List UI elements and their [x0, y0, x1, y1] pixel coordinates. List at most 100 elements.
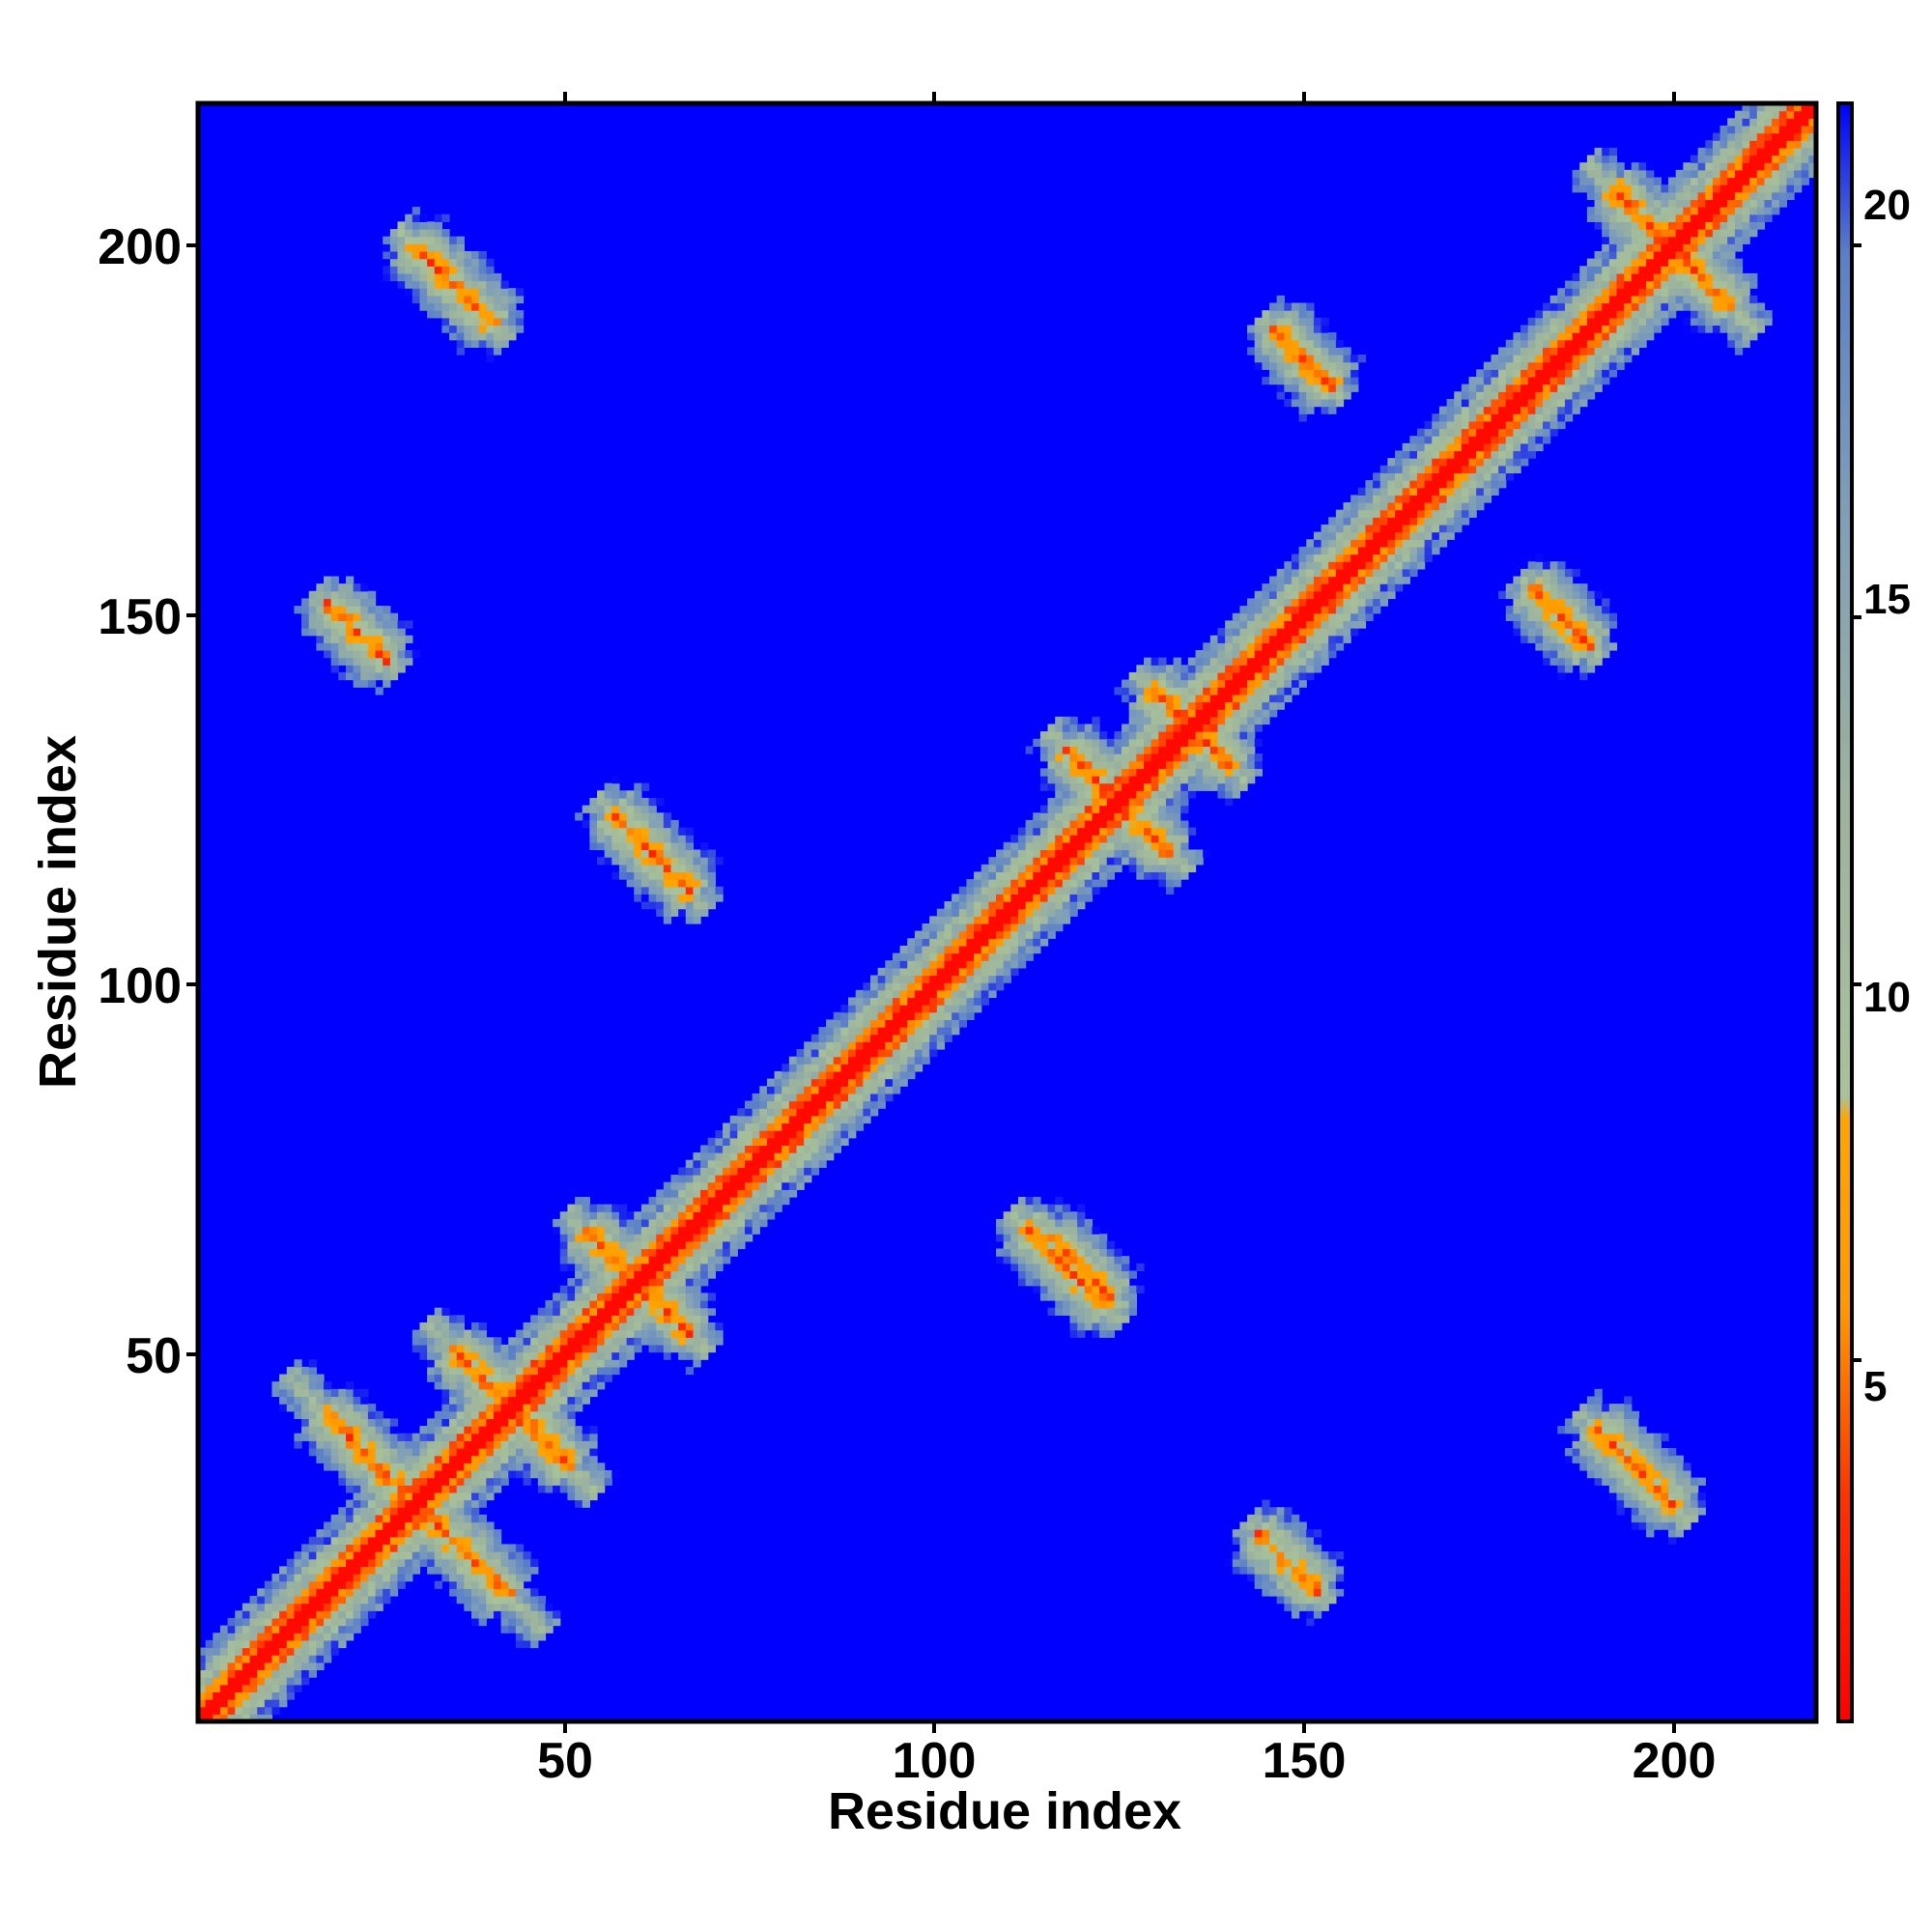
heatmap-cell [693, 1293, 701, 1301]
heatmap-cell [1114, 1278, 1122, 1287]
heatmap-cell [330, 1433, 339, 1441]
heatmap-cell [338, 1603, 347, 1611]
heatmap-cell [330, 612, 339, 621]
heatmap-cell [1136, 835, 1145, 843]
heatmap-cell [1262, 332, 1270, 341]
heatmap-cell [567, 1469, 576, 1479]
heatmap-cell [567, 1359, 576, 1368]
heatmap-cell [1151, 657, 1159, 666]
heatmap-cell [1039, 849, 1049, 858]
heatmap-cell [515, 1580, 525, 1589]
heatmap-cell [582, 1426, 590, 1435]
heatmap-cell [1062, 1300, 1071, 1309]
heatmap-cell [493, 1551, 502, 1560]
heatmap-cell [1062, 797, 1071, 807]
heatmap-cell [279, 1655, 288, 1663]
heatmap-cell [1232, 665, 1241, 673]
heatmap-cell [523, 1625, 531, 1634]
heatmap-cell [656, 879, 665, 888]
heatmap-cell [1122, 776, 1130, 784]
heatmap-cell [1017, 1278, 1027, 1287]
heatmap-cell [618, 849, 628, 858]
heatmap-cell [1262, 1580, 1270, 1589]
heatmap-cell [294, 1617, 302, 1627]
heatmap-cell [353, 1455, 361, 1463]
heatmap-cell [515, 288, 525, 297]
heatmap-cell [1092, 879, 1100, 888]
heatmap-cell [301, 1396, 310, 1405]
heatmap-cell [1306, 355, 1315, 363]
heatmap-cell [271, 1662, 280, 1671]
heatmap-cell [1039, 864, 1049, 873]
heatmap-cell [316, 598, 325, 607]
heatmap-cell [752, 1152, 760, 1161]
heatmap-cell [1254, 768, 1263, 777]
heatmap-cell [456, 1455, 465, 1463]
heatmap-cell [1284, 325, 1293, 333]
heatmap-cell [656, 908, 665, 917]
heatmap-cell [1350, 568, 1359, 578]
heatmap-cell [1276, 635, 1285, 643]
heatmap-cell [198, 1684, 207, 1693]
heatmap-cell [611, 1285, 620, 1293]
heatmap-cell [582, 819, 590, 829]
heatmap-cell [227, 1647, 236, 1656]
heatmap-cell [907, 1041, 916, 1050]
heatmap-cell [249, 1662, 258, 1671]
heatmap-cell [530, 1366, 539, 1376]
heatmap-cell [353, 598, 361, 607]
heatmap-cell [456, 1440, 465, 1449]
heatmap-cell [1379, 539, 1388, 548]
heatmap-cell [670, 1278, 679, 1287]
heatmap-cell [308, 1617, 317, 1627]
heatmap-cell [670, 1234, 679, 1242]
heatmap-cell [508, 1344, 517, 1353]
heatmap-cell [1335, 539, 1345, 548]
heatmap-cell [826, 1093, 835, 1102]
heatmap-cell [848, 1041, 857, 1050]
heatmap-cell [826, 1086, 835, 1094]
heatmap-cell [700, 1256, 709, 1264]
heatmap-cell [219, 1639, 229, 1649]
heatmap-cell [1276, 1521, 1285, 1530]
heatmap-cell [863, 1086, 871, 1094]
heatmap-cell [219, 1662, 229, 1671]
heatmap-cell [899, 997, 908, 1006]
heatmap-cell [338, 1433, 347, 1441]
heatmap-cell [1069, 841, 1078, 851]
heatmap-cell [929, 952, 938, 961]
heatmap-cell [1328, 539, 1337, 548]
heatmap-cell [1298, 628, 1307, 637]
heatmap-cell [1055, 923, 1064, 932]
heatmap-cell [700, 1204, 709, 1212]
heatmap-cell [1025, 1263, 1034, 1272]
heatmap-cell [353, 649, 361, 659]
heatmap-cell [464, 266, 472, 274]
heatmap-cell [1335, 509, 1345, 518]
heatmap-cell [826, 1049, 835, 1058]
heatmap-cell [301, 1574, 310, 1582]
heatmap-cell [427, 1337, 436, 1346]
heatmap-cell [412, 1485, 421, 1493]
heatmap-cell [1180, 797, 1189, 807]
heatmap-cell [1062, 916, 1071, 924]
heatmap-cell [271, 1639, 280, 1649]
heatmap-cell [330, 1625, 339, 1634]
heatmap-cell [434, 1426, 442, 1435]
heatmap-cell [700, 1234, 709, 1242]
heatmap-cell [611, 812, 620, 821]
heatmap-cell [271, 1677, 280, 1686]
heatmap-cell [922, 967, 930, 977]
heatmap-cell [1284, 1544, 1293, 1552]
heatmap-cell [537, 1366, 547, 1376]
heatmap-cell [1173, 879, 1181, 888]
heatmap-cell [752, 1108, 760, 1117]
heatmap-cell [441, 243, 450, 252]
heatmap-cell [685, 1300, 695, 1309]
heatmap-cell [545, 1337, 554, 1346]
heatmap-cell [1276, 339, 1285, 348]
heatmap-cell [553, 1344, 561, 1353]
heatmap-cell [685, 864, 695, 873]
heatmap-cell [449, 325, 458, 333]
heatmap-cell [781, 1137, 790, 1147]
